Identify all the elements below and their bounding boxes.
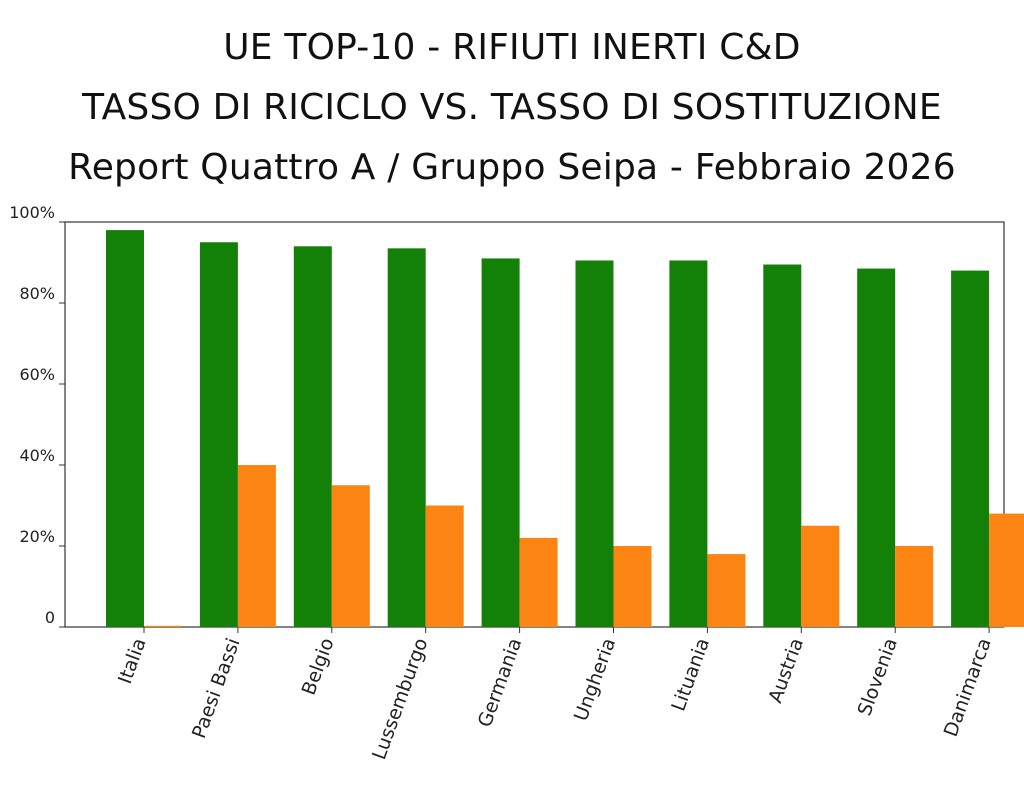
chart-subtitle: Report Quattro A / Gruppo Seipa - Febbra… bbox=[68, 147, 956, 188]
x-tick-label: Ungheria bbox=[570, 635, 620, 724]
y-tick-label: 20% bbox=[19, 527, 55, 546]
bar-substitution bbox=[801, 525, 840, 627]
bar-recycling bbox=[575, 260, 614, 627]
bar-substitution bbox=[331, 485, 370, 627]
chart-title-line-1: UE TOP-10 - RIFIUTI INERTI C&D bbox=[223, 27, 801, 68]
x-tick-label: Slovenia bbox=[854, 635, 902, 719]
x-tick-label: Danimarca bbox=[940, 635, 996, 740]
bar-recycling bbox=[951, 270, 990, 627]
bar-substitution bbox=[519, 537, 558, 627]
x-tick-label: Austria bbox=[764, 635, 808, 706]
y-tick-label: 0 bbox=[45, 608, 55, 627]
bar-recycling bbox=[669, 260, 708, 627]
bar-substitution bbox=[895, 546, 934, 627]
bar-substitution bbox=[707, 554, 746, 627]
chart-title-line-2: TASSO DI RICICLO VS. TASSO DI SOSTITUZIO… bbox=[82, 87, 942, 128]
bar-recycling bbox=[387, 248, 426, 627]
y-tick-label: 80% bbox=[19, 284, 55, 303]
bar-substitution bbox=[613, 546, 652, 627]
x-tick-label: Italia bbox=[114, 635, 151, 687]
bar-substitution bbox=[425, 505, 464, 627]
bar-recycling bbox=[293, 246, 332, 628]
x-tick-label: Lussemburgo bbox=[368, 635, 432, 762]
bar-substitution bbox=[144, 625, 182, 627]
x-tick-label: Germania bbox=[474, 635, 526, 730]
chart-titles: UE TOP-10 - RIFIUTI INERTI C&D TASSO DI … bbox=[0, 18, 1024, 198]
bar-substitution bbox=[989, 513, 1024, 627]
bar-recycling bbox=[763, 264, 802, 627]
y-tick-label: 100% bbox=[9, 203, 55, 222]
x-tick-label: Paesi Bassi bbox=[188, 635, 245, 741]
x-tick-label: Belgio bbox=[298, 635, 339, 698]
bar-substitution bbox=[237, 465, 276, 627]
bar-recycling bbox=[106, 230, 144, 627]
bar-recycling bbox=[857, 268, 896, 627]
y-tick-label: 60% bbox=[19, 365, 55, 384]
bar-recycling bbox=[199, 242, 238, 627]
y-tick-label: 40% bbox=[19, 446, 55, 465]
bar-recycling bbox=[481, 258, 520, 627]
x-tick-label: Lituania bbox=[667, 635, 714, 714]
